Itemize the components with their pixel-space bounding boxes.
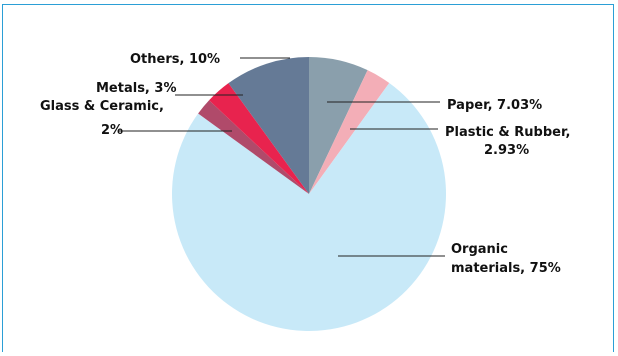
label-plastic-rubber-line2: 2.93%	[484, 143, 529, 158]
pie-slices	[172, 56, 447, 331]
pie-slice-metals	[209, 83, 309, 194]
label-plastic-rubber-line1: Plastic & Rubber,	[445, 125, 570, 140]
label-paper: Paper, 7.03%	[447, 98, 542, 113]
leader-lines	[118, 57, 445, 257]
pie-slice-plastic-rubber	[309, 70, 390, 194]
label-organic-line1: Organic	[451, 242, 508, 257]
pie-slice-others	[228, 56, 309, 194]
slice-labels: Paper, 7.03% Plastic & Rubber, 2.93% Org…	[40, 52, 570, 276]
pie-slice-organic-materials	[172, 82, 447, 331]
label-others: Others, 10%	[130, 52, 220, 67]
pie-slice-paper	[309, 57, 368, 194]
label-glass-ceramic-line2: 2%	[101, 123, 123, 138]
pie-slice-glass-ceramic	[198, 100, 309, 194]
label-glass-ceramic-line1: Glass & Ceramic,	[40, 99, 164, 114]
label-metals: Metals, 3%	[96, 81, 176, 96]
label-organic-line2: materials, 75%	[451, 261, 561, 276]
